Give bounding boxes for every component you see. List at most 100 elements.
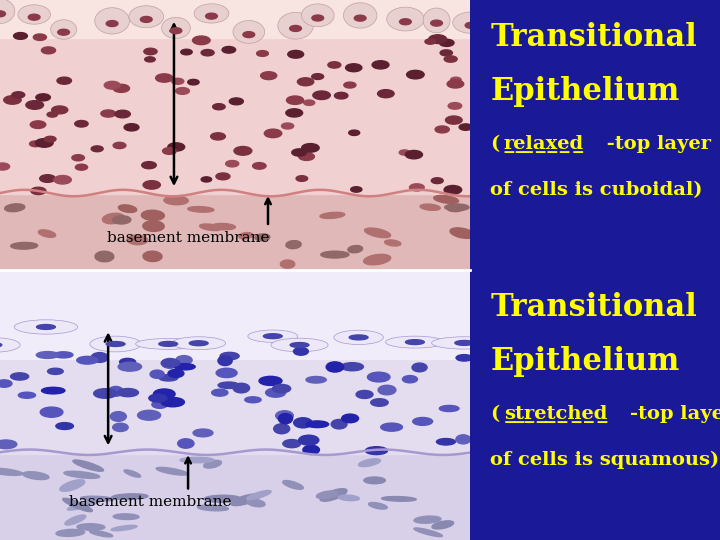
Ellipse shape	[161, 359, 179, 368]
Ellipse shape	[161, 359, 180, 367]
Bar	[0, 194, 470, 270]
Ellipse shape	[435, 126, 449, 133]
Ellipse shape	[63, 498, 92, 512]
Ellipse shape	[367, 372, 390, 382]
Ellipse shape	[14, 320, 78, 334]
Ellipse shape	[448, 103, 462, 109]
Ellipse shape	[0, 0, 15, 24]
Ellipse shape	[459, 124, 472, 130]
Ellipse shape	[36, 94, 50, 101]
Ellipse shape	[0, 468, 23, 475]
Ellipse shape	[159, 375, 178, 381]
Ellipse shape	[30, 141, 41, 147]
Ellipse shape	[73, 460, 104, 471]
Ellipse shape	[356, 390, 373, 399]
Ellipse shape	[233, 21, 265, 43]
Ellipse shape	[440, 50, 452, 56]
Ellipse shape	[193, 429, 213, 437]
Ellipse shape	[312, 15, 323, 21]
Ellipse shape	[302, 4, 334, 26]
Ellipse shape	[271, 338, 328, 352]
Ellipse shape	[321, 251, 349, 258]
Ellipse shape	[54, 352, 73, 358]
Ellipse shape	[40, 407, 63, 417]
Ellipse shape	[282, 123, 294, 129]
Ellipse shape	[264, 129, 282, 138]
Ellipse shape	[331, 420, 347, 429]
Ellipse shape	[168, 369, 184, 377]
Ellipse shape	[174, 363, 195, 370]
Ellipse shape	[90, 530, 113, 537]
Ellipse shape	[372, 60, 389, 69]
Ellipse shape	[423, 8, 450, 33]
Ellipse shape	[124, 124, 139, 131]
Ellipse shape	[206, 13, 217, 19]
Ellipse shape	[429, 35, 446, 44]
Ellipse shape	[302, 144, 319, 152]
Ellipse shape	[18, 5, 50, 24]
Ellipse shape	[106, 342, 125, 347]
Ellipse shape	[48, 368, 63, 374]
Ellipse shape	[431, 337, 497, 349]
Ellipse shape	[239, 233, 253, 239]
Ellipse shape	[385, 336, 444, 348]
Ellipse shape	[313, 91, 330, 99]
Ellipse shape	[58, 29, 70, 35]
Ellipse shape	[11, 373, 29, 380]
Ellipse shape	[11, 242, 37, 249]
Ellipse shape	[171, 78, 184, 84]
Ellipse shape	[359, 459, 380, 467]
Ellipse shape	[402, 376, 418, 383]
Text: (: (	[490, 135, 500, 153]
Ellipse shape	[104, 82, 120, 89]
Ellipse shape	[30, 121, 46, 129]
Ellipse shape	[145, 57, 156, 62]
Ellipse shape	[448, 205, 464, 212]
Ellipse shape	[439, 406, 459, 411]
Ellipse shape	[248, 330, 298, 342]
Ellipse shape	[348, 130, 360, 136]
Text: r̲e̲l̲a̲x̲e̲d̲: r̲e̲l̲a̲x̲e̲d̲	[504, 135, 584, 153]
Ellipse shape	[425, 39, 436, 44]
Ellipse shape	[212, 224, 235, 230]
Ellipse shape	[72, 154, 84, 161]
Ellipse shape	[378, 385, 396, 395]
Ellipse shape	[141, 210, 164, 220]
Ellipse shape	[431, 20, 443, 26]
Ellipse shape	[117, 388, 138, 397]
Ellipse shape	[156, 468, 188, 475]
Ellipse shape	[412, 363, 427, 372]
Ellipse shape	[414, 516, 441, 523]
Ellipse shape	[354, 15, 366, 21]
Ellipse shape	[414, 528, 443, 537]
Ellipse shape	[365, 447, 387, 455]
Ellipse shape	[436, 438, 455, 445]
Ellipse shape	[201, 50, 214, 56]
Ellipse shape	[369, 503, 387, 509]
Ellipse shape	[431, 178, 444, 184]
Ellipse shape	[288, 50, 304, 58]
Ellipse shape	[188, 79, 199, 85]
Ellipse shape	[410, 184, 424, 191]
Ellipse shape	[465, 22, 477, 28]
Ellipse shape	[348, 246, 363, 253]
Ellipse shape	[42, 387, 65, 394]
Ellipse shape	[447, 80, 464, 88]
Ellipse shape	[261, 72, 276, 79]
Bar	[0, 454, 470, 540]
Bar	[0, 359, 470, 454]
Ellipse shape	[94, 389, 117, 399]
Ellipse shape	[37, 325, 55, 329]
Ellipse shape	[351, 187, 362, 192]
Ellipse shape	[387, 7, 424, 31]
Ellipse shape	[292, 149, 307, 156]
Text: Epithelium: Epithelium	[490, 346, 680, 376]
Ellipse shape	[306, 376, 326, 383]
Ellipse shape	[168, 143, 185, 151]
Ellipse shape	[197, 505, 228, 511]
Ellipse shape	[40, 175, 55, 183]
Ellipse shape	[320, 489, 347, 501]
Ellipse shape	[110, 411, 126, 421]
Ellipse shape	[456, 435, 470, 444]
Ellipse shape	[290, 342, 309, 347]
